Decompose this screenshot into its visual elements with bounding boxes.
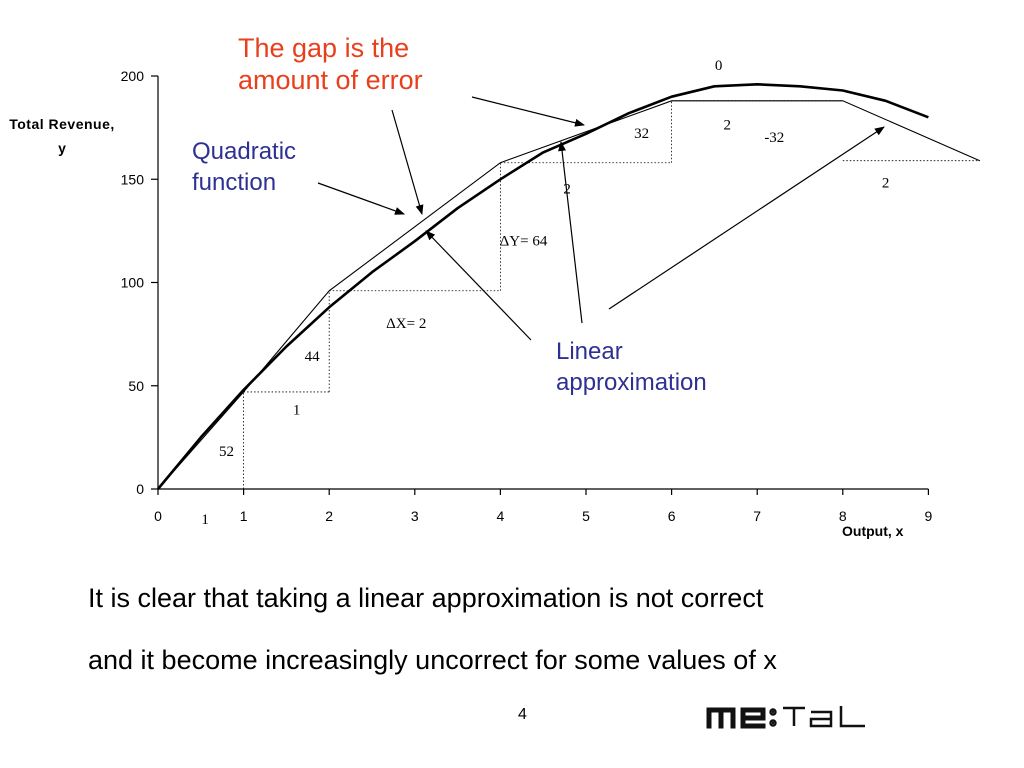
data-label: 44: [305, 349, 321, 365]
data-label: -32: [764, 130, 784, 146]
quadratic-annotation-line2: function: [192, 169, 277, 196]
linear-annotation-line1: Linear: [556, 338, 623, 365]
annotation-arrow: [391, 109, 424, 215]
y-tick-label: 0: [136, 481, 144, 497]
quadratic-annotation: Quadratic function: [192, 136, 296, 198]
metal-logo-mark: [706, 706, 865, 729]
gap-annotation-line2: amount of error: [238, 65, 423, 95]
y-tick-label: 50: [128, 378, 144, 394]
y-axis-label: Total Revenue,: [9, 116, 115, 132]
x-tick-label: 1: [240, 508, 248, 524]
x-tick-label: 7: [753, 508, 761, 524]
x-tick-label: 6: [668, 508, 676, 524]
y-tick-label: 150: [121, 171, 145, 187]
y-tick-label: 100: [121, 275, 145, 291]
x-axis-label: Output, x: [842, 523, 904, 539]
x-tick-label: 0: [154, 508, 162, 524]
linear-annotation-line2: approximation: [556, 369, 707, 396]
chart: 0 50 100 150 200 0 1 2 3 4 5 6 7 8 9 Output, x Total Rev…: [9, 58, 981, 539]
x-tick-label: 4: [497, 508, 505, 524]
y-tick-label: 200: [121, 68, 145, 84]
quadratic-curve: [156, 83, 929, 490]
x-tick-label: 8: [839, 508, 847, 524]
x-tick-label: 9: [925, 508, 933, 524]
annotation-arrow: [471, 96, 585, 127]
data-label: ΔX= 2: [386, 316, 426, 332]
annotation-arrow: [317, 182, 405, 215]
gap-annotation: The gap is the amount of error: [238, 32, 423, 96]
caption-line1: It is clear that taking a linear approxi…: [88, 583, 764, 613]
linear-annotation: Linear approximation: [556, 336, 707, 398]
data-label: 2: [723, 118, 731, 134]
annotation-arrow: [608, 126, 885, 310]
x-tick-label: 2: [325, 508, 333, 524]
data-label: 0: [715, 58, 723, 74]
data-label: 1: [293, 403, 301, 419]
gap-annotation-line1: The gap is the: [238, 33, 410, 63]
annotation-arrow: [425, 230, 532, 341]
linear-approximation-line: [157, 100, 981, 490]
data-label: 1: [201, 512, 209, 528]
annotation-arrow: [558, 141, 583, 324]
quadratic-annotation-line1: Quadratic: [192, 138, 297, 165]
data-label: 2: [563, 182, 571, 198]
page-number: 4: [518, 706, 527, 723]
x-tick-label: 5: [582, 508, 590, 524]
data-label: 32: [634, 126, 649, 142]
caption-line2: and it become increasingly uncorrect for…: [88, 645, 777, 675]
data-label: 2: [882, 176, 890, 192]
data-label: ΔY= 64: [500, 233, 548, 249]
x-tick-label: 3: [411, 508, 419, 524]
data-label: 52: [219, 444, 234, 460]
y-axis-label: y: [58, 140, 66, 156]
metal-logo: [705, 700, 925, 739]
